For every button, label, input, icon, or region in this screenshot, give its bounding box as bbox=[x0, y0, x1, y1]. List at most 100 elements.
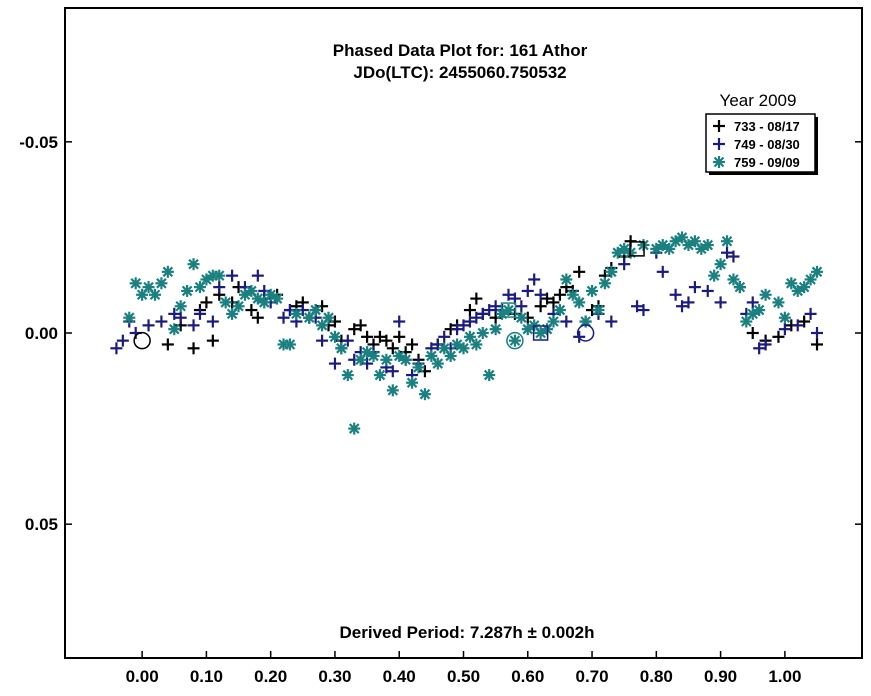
data-point bbox=[341, 369, 354, 382]
data-point bbox=[328, 357, 341, 370]
data-point bbox=[811, 327, 824, 339]
data-point bbox=[573, 296, 586, 309]
data-point bbox=[206, 334, 219, 347]
data-point bbox=[110, 342, 123, 355]
data-point bbox=[187, 342, 200, 355]
data-point bbox=[174, 311, 187, 324]
x-tick-label: 0.80 bbox=[640, 667, 673, 686]
data-point bbox=[714, 258, 727, 271]
data-point bbox=[245, 304, 258, 317]
data-point bbox=[476, 307, 489, 320]
x-tick-label: 0.90 bbox=[704, 667, 737, 686]
y-tick-label: 0.00 bbox=[25, 324, 58, 343]
data-point bbox=[541, 292, 554, 305]
data-point bbox=[168, 323, 181, 336]
legend-label: 749 - 08/30 bbox=[734, 137, 800, 152]
data-point bbox=[463, 315, 476, 328]
data-point bbox=[521, 284, 534, 297]
data-point bbox=[316, 334, 329, 347]
data-point bbox=[380, 334, 393, 347]
x-tick-label: 1.00 bbox=[768, 667, 801, 686]
data-point bbox=[470, 292, 483, 305]
data-point bbox=[136, 288, 149, 301]
data-point bbox=[759, 338, 772, 351]
data-point bbox=[457, 319, 470, 332]
data-point bbox=[727, 250, 740, 263]
data-point bbox=[470, 338, 483, 351]
data-point bbox=[418, 388, 431, 401]
data-point bbox=[348, 323, 361, 336]
highlight-circle bbox=[133, 331, 151, 350]
data-point bbox=[534, 288, 547, 301]
data-point bbox=[451, 323, 464, 336]
legend-label: 733 - 08/17 bbox=[734, 119, 800, 134]
data-point bbox=[155, 315, 168, 328]
data-point bbox=[483, 369, 496, 382]
data-point bbox=[373, 330, 386, 343]
data-point bbox=[586, 284, 599, 297]
data-point bbox=[354, 319, 367, 332]
data-point bbox=[155, 277, 168, 290]
data-point bbox=[148, 288, 161, 301]
x-tick-label: 0.20 bbox=[254, 667, 287, 686]
data-point bbox=[811, 338, 824, 351]
data-point bbox=[592, 304, 605, 317]
y-tick-label: -0.05 bbox=[19, 133, 58, 152]
data-point bbox=[811, 265, 824, 278]
data-point bbox=[701, 284, 714, 297]
data-point bbox=[187, 319, 200, 332]
data-point bbox=[213, 281, 226, 294]
chart-subtitle: JDo(LTC): 2455060.750532 bbox=[353, 63, 566, 82]
axes: 0.00 0.10 0.20 0.30 0.40 0.50 0.60 0.70 0.80 0.90… bbox=[19, 133, 862, 686]
data-point bbox=[271, 292, 284, 305]
data-point bbox=[174, 300, 187, 313]
legend-marker bbox=[713, 138, 725, 150]
data-point bbox=[778, 323, 791, 336]
data-points bbox=[110, 231, 824, 435]
data-point bbox=[386, 384, 399, 397]
x-tick-label: 0.40 bbox=[383, 667, 416, 686]
data-point bbox=[341, 334, 354, 347]
legend-title: Year 2009 bbox=[720, 91, 797, 110]
data-point bbox=[373, 369, 386, 382]
data-point bbox=[560, 273, 573, 286]
data-point bbox=[386, 365, 399, 378]
x-tick-label: 0.50 bbox=[447, 667, 480, 686]
data-point bbox=[393, 330, 406, 343]
data-point bbox=[463, 304, 476, 317]
data-point bbox=[361, 330, 374, 343]
highlight-square bbox=[629, 241, 645, 257]
data-point bbox=[547, 315, 560, 328]
highlight-square bbox=[500, 302, 517, 318]
data-point bbox=[219, 296, 232, 309]
data-point bbox=[508, 334, 521, 347]
legend-entries: 733 - 08/17 749 - 08/30 759 - 09/09 bbox=[713, 119, 800, 170]
data-point bbox=[733, 281, 746, 294]
data-point bbox=[528, 273, 541, 286]
data-point bbox=[309, 304, 322, 317]
data-point bbox=[200, 296, 213, 309]
data-point bbox=[721, 246, 734, 259]
data-point bbox=[798, 315, 811, 328]
data-point bbox=[393, 315, 406, 328]
data-point bbox=[142, 319, 155, 332]
data-point bbox=[386, 342, 399, 355]
data-point bbox=[560, 315, 573, 328]
data-point bbox=[277, 311, 290, 324]
legend-label: 759 - 09/09 bbox=[734, 155, 800, 170]
data-point bbox=[676, 300, 689, 313]
data-point bbox=[431, 357, 444, 370]
data-point bbox=[778, 311, 791, 324]
data-point bbox=[161, 338, 174, 351]
highlight-circle bbox=[506, 331, 524, 350]
data-point bbox=[688, 281, 701, 294]
data-point bbox=[804, 307, 817, 320]
y-tick-label: 0.05 bbox=[25, 515, 58, 534]
data-point bbox=[290, 307, 303, 320]
data-point bbox=[746, 327, 759, 339]
legend-marker bbox=[713, 120, 725, 132]
data-point bbox=[348, 422, 361, 435]
data-point bbox=[367, 349, 380, 362]
data-point bbox=[753, 304, 766, 317]
data-point bbox=[553, 304, 566, 317]
